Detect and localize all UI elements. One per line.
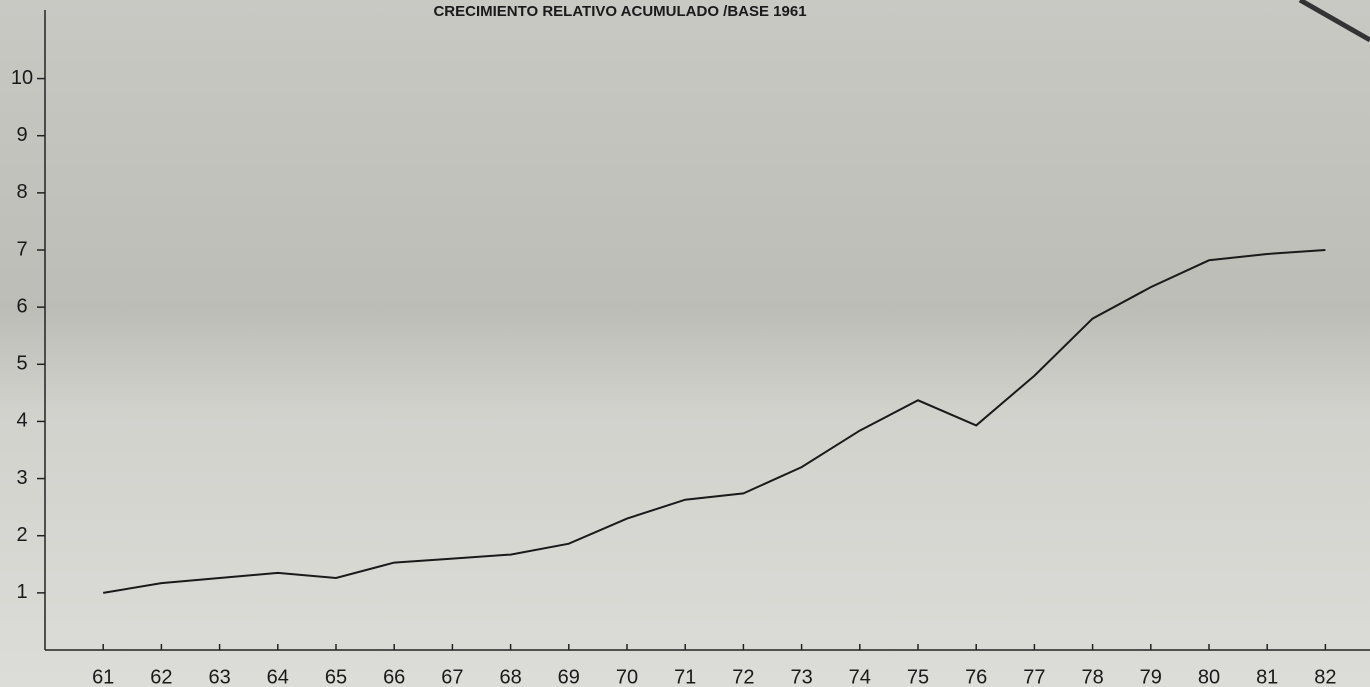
y-tick-label: 2: [16, 524, 27, 546]
background-photo: [0, 0, 1370, 687]
x-tick-label: 70: [616, 666, 638, 687]
x-tick-label: 80: [1198, 666, 1220, 687]
x-tick-label: 74: [849, 666, 871, 687]
y-tick-label: 8: [16, 181, 27, 203]
y-tick-label: 9: [16, 124, 27, 146]
y-tick-label: 4: [16, 410, 27, 432]
x-tick-label: 77: [1023, 666, 1045, 687]
x-tick-label: 63: [208, 666, 230, 687]
x-tick-label: 79: [1140, 666, 1162, 687]
y-tick-label: 10: [11, 67, 33, 89]
x-tick-label: 69: [558, 666, 580, 687]
x-tick-label: 81: [1256, 666, 1278, 687]
y-tick-label: 3: [16, 467, 27, 489]
x-tick-label: 73: [790, 666, 812, 687]
y-tick-label: 5: [16, 353, 27, 375]
x-tick-label: 68: [499, 666, 521, 687]
x-tick-label: 82: [1314, 666, 1336, 687]
x-tick-label: 61: [92, 666, 114, 687]
x-tick-label: 71: [674, 666, 696, 687]
x-tick-label: 65: [325, 666, 347, 687]
y-tick-label: 1: [16, 581, 27, 603]
x-tick-label: 78: [1081, 666, 1103, 687]
x-tick-label: 72: [732, 666, 754, 687]
y-tick-label: 7: [16, 238, 27, 260]
x-tick-label: 66: [383, 666, 405, 687]
x-tick-label: 64: [267, 666, 289, 687]
x-tick-label: 75: [907, 666, 929, 687]
y-tick-label: 6: [16, 295, 27, 317]
x-tick-label: 62: [150, 666, 172, 687]
x-tick-label: 76: [965, 666, 987, 687]
chart: CRECIMIENTO RELATIVO ACUMULADO /BASE 196…: [0, 0, 1370, 687]
x-tick-label: 67: [441, 666, 463, 687]
chart-title: CRECIMIENTO RELATIVO ACUMULADO /BASE 196…: [433, 3, 806, 20]
